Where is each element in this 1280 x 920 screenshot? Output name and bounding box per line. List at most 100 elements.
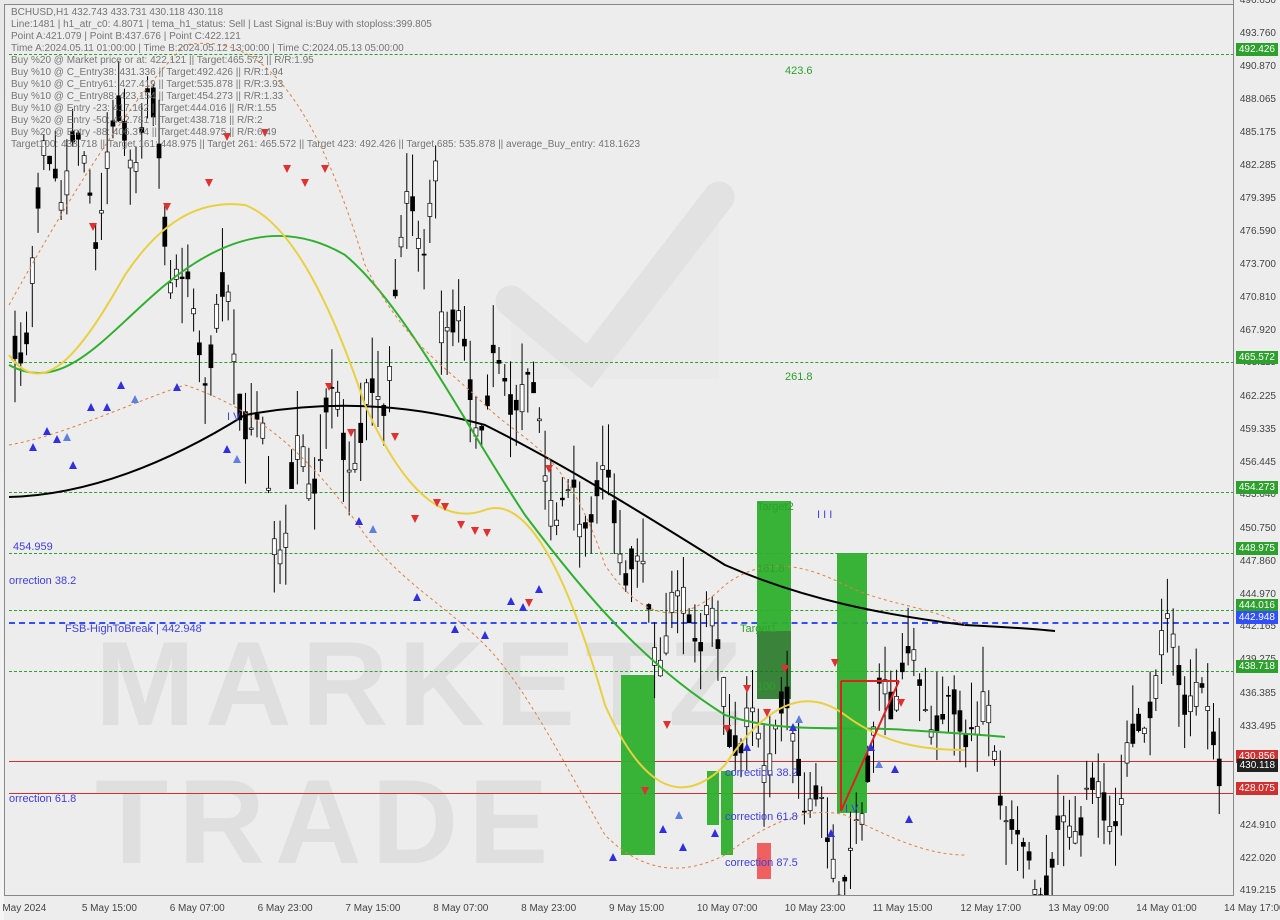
buy-arrow-icon	[87, 403, 95, 411]
y-tick: 424.910	[1240, 820, 1276, 831]
sell-arrow-icon	[781, 665, 789, 673]
price-label: 465.572	[1236, 351, 1278, 364]
sell-arrow-icon	[641, 787, 649, 795]
sell-arrow-icon	[483, 529, 491, 537]
candle	[935, 716, 939, 731]
signal-arrow-icon	[369, 525, 377, 533]
candle	[664, 636, 668, 653]
candle	[1108, 826, 1112, 831]
candle	[687, 615, 691, 623]
candle	[1016, 830, 1020, 834]
candle	[1125, 743, 1129, 763]
sell-arrow-icon	[347, 429, 355, 437]
annotation-label: I V	[845, 803, 858, 815]
candle	[722, 678, 726, 707]
candle	[975, 726, 979, 734]
candle	[88, 193, 92, 195]
candle	[134, 162, 138, 171]
candle	[958, 711, 962, 732]
candle	[543, 476, 547, 481]
candle	[693, 638, 697, 641]
candle	[434, 161, 438, 181]
candle	[952, 690, 956, 714]
candle	[1217, 759, 1221, 786]
fib-label: 161.8	[757, 563, 785, 575]
candle	[1010, 819, 1014, 829]
candle	[1142, 728, 1146, 733]
sell-arrow-icon	[321, 165, 329, 173]
candle	[791, 734, 795, 741]
info-line: Buy %10 @ Entry -23: 417.162 || Target:4…	[11, 103, 277, 114]
info-line: Buy %10 @ C_Entry61: 427.419 || Target:5…	[11, 79, 283, 90]
x-tick: 8 May 23:00	[521, 903, 576, 914]
candle	[503, 378, 507, 381]
sell-arrow-icon	[205, 179, 213, 187]
candle	[209, 345, 213, 368]
chart-area[interactable]: MARKETZ TRADE 423.6261.8Target2161.8Targ…	[4, 4, 1236, 896]
candle	[36, 188, 40, 209]
candle	[197, 343, 201, 355]
candle	[751, 708, 755, 712]
candle	[555, 520, 559, 525]
x-tick: 6 May 23:00	[258, 903, 313, 914]
candle	[99, 211, 103, 214]
price-label: 442.948	[1236, 611, 1278, 624]
chart-container: MARKETZ TRADE 423.6261.8Target2161.8Targ…	[0, 0, 1280, 920]
sell-arrow-icon	[433, 499, 441, 507]
candle	[215, 304, 219, 328]
candle	[906, 646, 910, 653]
buy-arrow-icon	[29, 443, 37, 451]
candle	[923, 710, 927, 711]
candle	[1148, 702, 1152, 718]
info-line: Buy %20 @ Entry -50: 412.781 || Target:4…	[11, 115, 263, 126]
candle	[1206, 706, 1210, 710]
buy-arrow-icon	[519, 603, 527, 611]
candle	[1067, 826, 1071, 837]
candle	[370, 379, 374, 393]
ma-line	[9, 236, 1005, 737]
candle	[267, 488, 271, 490]
candle	[105, 152, 109, 168]
buy-arrow-icon	[827, 829, 835, 837]
y-tick: 476.590	[1240, 226, 1276, 237]
price-label: 430.118	[1237, 759, 1278, 772]
candle	[532, 382, 536, 392]
candle	[1062, 816, 1066, 822]
candle	[347, 470, 351, 472]
y-tick: 493.760	[1240, 28, 1276, 39]
price-label: 428.075	[1236, 782, 1278, 795]
y-tick: 482.285	[1240, 160, 1276, 171]
candle	[313, 479, 317, 493]
buy-arrow-icon	[659, 825, 667, 833]
y-tick: 462.225	[1240, 391, 1276, 402]
candle	[1114, 821, 1118, 825]
x-tick: 5 May 15:00	[82, 903, 137, 914]
sell-arrow-icon	[283, 165, 291, 173]
candle	[422, 254, 426, 255]
candle	[307, 484, 311, 499]
annotation-label: FSB-HighToBreak | 442.948	[65, 623, 202, 635]
x-tick: 12 May 17:00	[960, 903, 1021, 914]
candle	[399, 237, 403, 247]
price-label: 444.016	[1236, 599, 1278, 612]
candle	[601, 466, 605, 470]
candle	[1211, 732, 1215, 745]
signal-arrow-icon	[795, 715, 803, 723]
candle	[514, 400, 518, 410]
info-line: Buy %10 @ C_Entry38: 431.336 || Target:4…	[11, 67, 283, 78]
sell-arrow-icon	[723, 725, 731, 733]
y-tick: 467.920	[1240, 325, 1276, 336]
candle	[284, 533, 288, 547]
candle	[388, 366, 392, 380]
candle	[1027, 852, 1031, 860]
candle	[232, 354, 236, 362]
candle	[1021, 842, 1025, 846]
candle	[866, 756, 870, 782]
candle	[1165, 614, 1169, 619]
x-tick: 10 May 23:00	[785, 903, 846, 914]
price-label: 448.975	[1236, 542, 1278, 555]
candle	[981, 692, 985, 722]
candle	[82, 156, 86, 164]
candle	[566, 490, 570, 491]
candle	[203, 384, 207, 386]
